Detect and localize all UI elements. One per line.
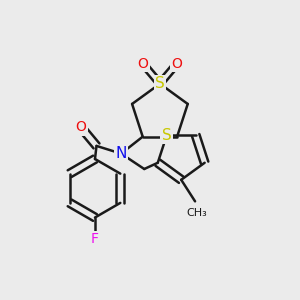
Text: N: N	[116, 146, 127, 161]
Text: F: F	[91, 232, 99, 246]
Text: O: O	[76, 120, 86, 134]
Text: S: S	[162, 128, 172, 143]
Text: S: S	[155, 76, 165, 91]
Text: O: O	[137, 57, 148, 71]
Text: O: O	[171, 57, 182, 71]
Text: CH₃: CH₃	[186, 208, 207, 218]
